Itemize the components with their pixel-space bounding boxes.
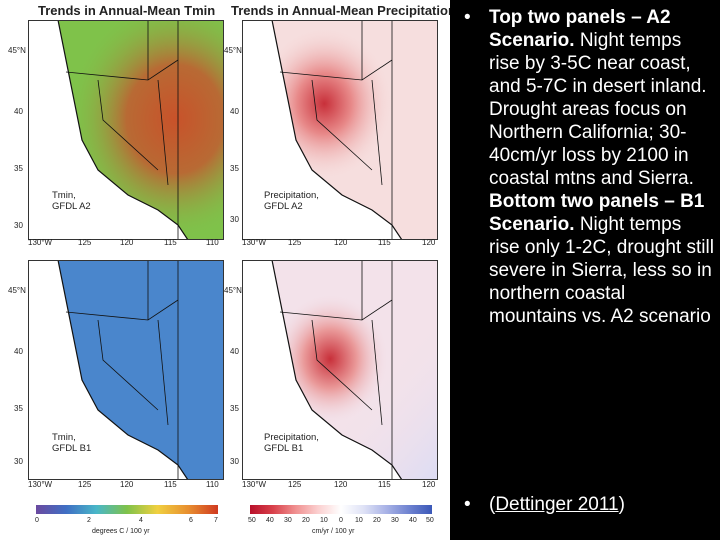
text-b1-description: Night temps rise only 1-2C, drought stil… xyxy=(489,214,714,327)
panel-label-tmin-a2: Tmin, GFDL A2 xyxy=(52,190,91,212)
lon-label-125-br: 125 xyxy=(288,480,302,489)
cb-precip-tick-6: 10 xyxy=(355,517,363,524)
precipitation-title: Trends in Annual-Mean Precipitation xyxy=(231,3,450,18)
lat-label-40-tl: 40 xyxy=(14,107,23,116)
lon-label-125-tl: 125 xyxy=(78,238,92,247)
map-panel-tmin-b1 xyxy=(28,260,224,480)
cb-precip-tick-10: 50 xyxy=(426,517,434,524)
citation-open: ( xyxy=(489,494,496,515)
lat-label-30-br: 30 xyxy=(230,457,239,466)
cb-precip-tick-7: 20 xyxy=(373,517,381,524)
bullet-text-citation: (Dettinger 2011) xyxy=(489,493,714,516)
map-tmin-a2 xyxy=(28,20,224,240)
lon-label-125-bl: 125 xyxy=(78,480,92,489)
map-panel-precip-a2 xyxy=(242,20,438,240)
lon-label-120b-br: 120 xyxy=(422,480,436,489)
lon-label-120-tl: 120 xyxy=(120,238,134,247)
lat-label-45-tr: 45°N xyxy=(224,46,242,55)
bullet-text-scenarios: Top two panels – A2 Scenario. Night temp… xyxy=(489,6,714,328)
bold-bottom-panels: Bottom two panels – B1 Scenario. xyxy=(489,191,705,235)
map-panel-tmin-a2 xyxy=(28,20,224,240)
cb-temp-tick-2: 2 xyxy=(87,517,91,524)
coastline xyxy=(57,20,189,240)
state-borders xyxy=(65,20,179,240)
text-panel: • Top two panels – A2 Scenario. Night te… xyxy=(450,0,720,540)
lon-label-120-tr: 120 xyxy=(334,238,348,247)
lon-label-120-bl: 120 xyxy=(120,480,134,489)
lat-label-30-tl: 30 xyxy=(14,221,23,230)
bullet-icon: • xyxy=(464,7,471,28)
lat-label-35-bl: 35 xyxy=(14,404,23,413)
cb-temp-unit: degrees C / 100 yr xyxy=(92,528,150,535)
citation-link[interactable]: Dettinger 2011 xyxy=(495,494,619,515)
lon-label-115-tl: 115 xyxy=(164,238,177,247)
lon-label-115-bl: 115 xyxy=(164,480,177,489)
panel-label-tmin-b1: Tmin, GFDL B1 xyxy=(52,432,92,454)
cb-temp-tick-0: 0 xyxy=(35,517,39,524)
precipitation-colorbar xyxy=(250,505,432,514)
lat-label-35-tl: 35 xyxy=(14,164,23,173)
citation-close: ) xyxy=(618,494,625,515)
lat-label-40-tr: 40 xyxy=(230,107,239,116)
lon-label-115-br: 115 xyxy=(378,480,391,489)
cb-precip-tick-4: 10 xyxy=(320,517,328,524)
lat-label-30-tr: 30 xyxy=(230,215,239,224)
lat-label-45-tl: 45°N xyxy=(8,46,26,55)
bullet-icon: • xyxy=(464,494,471,515)
cb-precip-tick-1: 40 xyxy=(266,517,274,524)
cb-precip-unit: cm/yr / 100 yr xyxy=(312,528,355,535)
map-tmin-b1 xyxy=(28,260,224,480)
cb-temp-tick-7: 7 xyxy=(214,517,218,524)
lon-label-120b-tr: 120 xyxy=(422,238,436,247)
lat-label-35-br: 35 xyxy=(230,404,239,413)
panel-label-precip-a2: Precipitation, GFDL A2 xyxy=(264,190,319,212)
ocean xyxy=(28,20,188,240)
map-precip-b1 xyxy=(242,260,438,480)
lon-label-130-bl: 130°W xyxy=(28,480,53,489)
cb-precip-tick-0: 50 xyxy=(248,517,256,524)
lat-label-40-br: 40 xyxy=(230,347,239,356)
cb-precip-tick-3: 20 xyxy=(302,517,310,524)
tmin-title: Trends in Annual-Mean Tmin xyxy=(38,3,216,18)
cb-temp-tick-4: 4 xyxy=(139,517,143,524)
lon-label-130-tl: 130°W xyxy=(28,238,53,247)
climate-figure: Trends in Annual-Mean Tmin Trends in Ann… xyxy=(0,0,450,540)
lat-label-35-tr: 35 xyxy=(230,164,239,173)
lon-label-130-br: 130°W xyxy=(242,480,267,489)
lat-label-40-bl: 40 xyxy=(14,347,23,356)
cb-precip-tick-2: 30 xyxy=(284,517,292,524)
lon-label-130-tr: 130°W xyxy=(242,238,267,247)
lon-label-125-tr: 125 xyxy=(288,238,302,247)
bold-top-panels: Top two panels – A2 Scenario. xyxy=(489,7,671,51)
lon-label-110-tl: 110 xyxy=(206,238,219,247)
lat-label-45-bl: 45°N xyxy=(8,286,26,295)
text-a2-description: Night temps rise by 3-5C near coast, and… xyxy=(489,30,707,189)
panel-label-precip-b1: Precipitation, GFDL B1 xyxy=(264,432,319,454)
temperature-colorbar xyxy=(36,505,218,514)
lat-label-30-bl: 30 xyxy=(14,457,23,466)
map-panel-precip-b1 xyxy=(242,260,438,480)
lon-label-110-bl: 110 xyxy=(206,480,219,489)
cb-temp-tick-6: 6 xyxy=(189,517,193,524)
lat-label-45-br: 45°N xyxy=(224,286,242,295)
map-precip-a2 xyxy=(242,20,438,240)
lon-label-115-tr: 115 xyxy=(378,238,391,247)
cb-precip-tick-9: 40 xyxy=(409,517,417,524)
lon-label-120-br: 120 xyxy=(334,480,348,489)
cb-precip-tick-8: 30 xyxy=(391,517,399,524)
cb-precip-tick-5: 0 xyxy=(339,517,343,524)
